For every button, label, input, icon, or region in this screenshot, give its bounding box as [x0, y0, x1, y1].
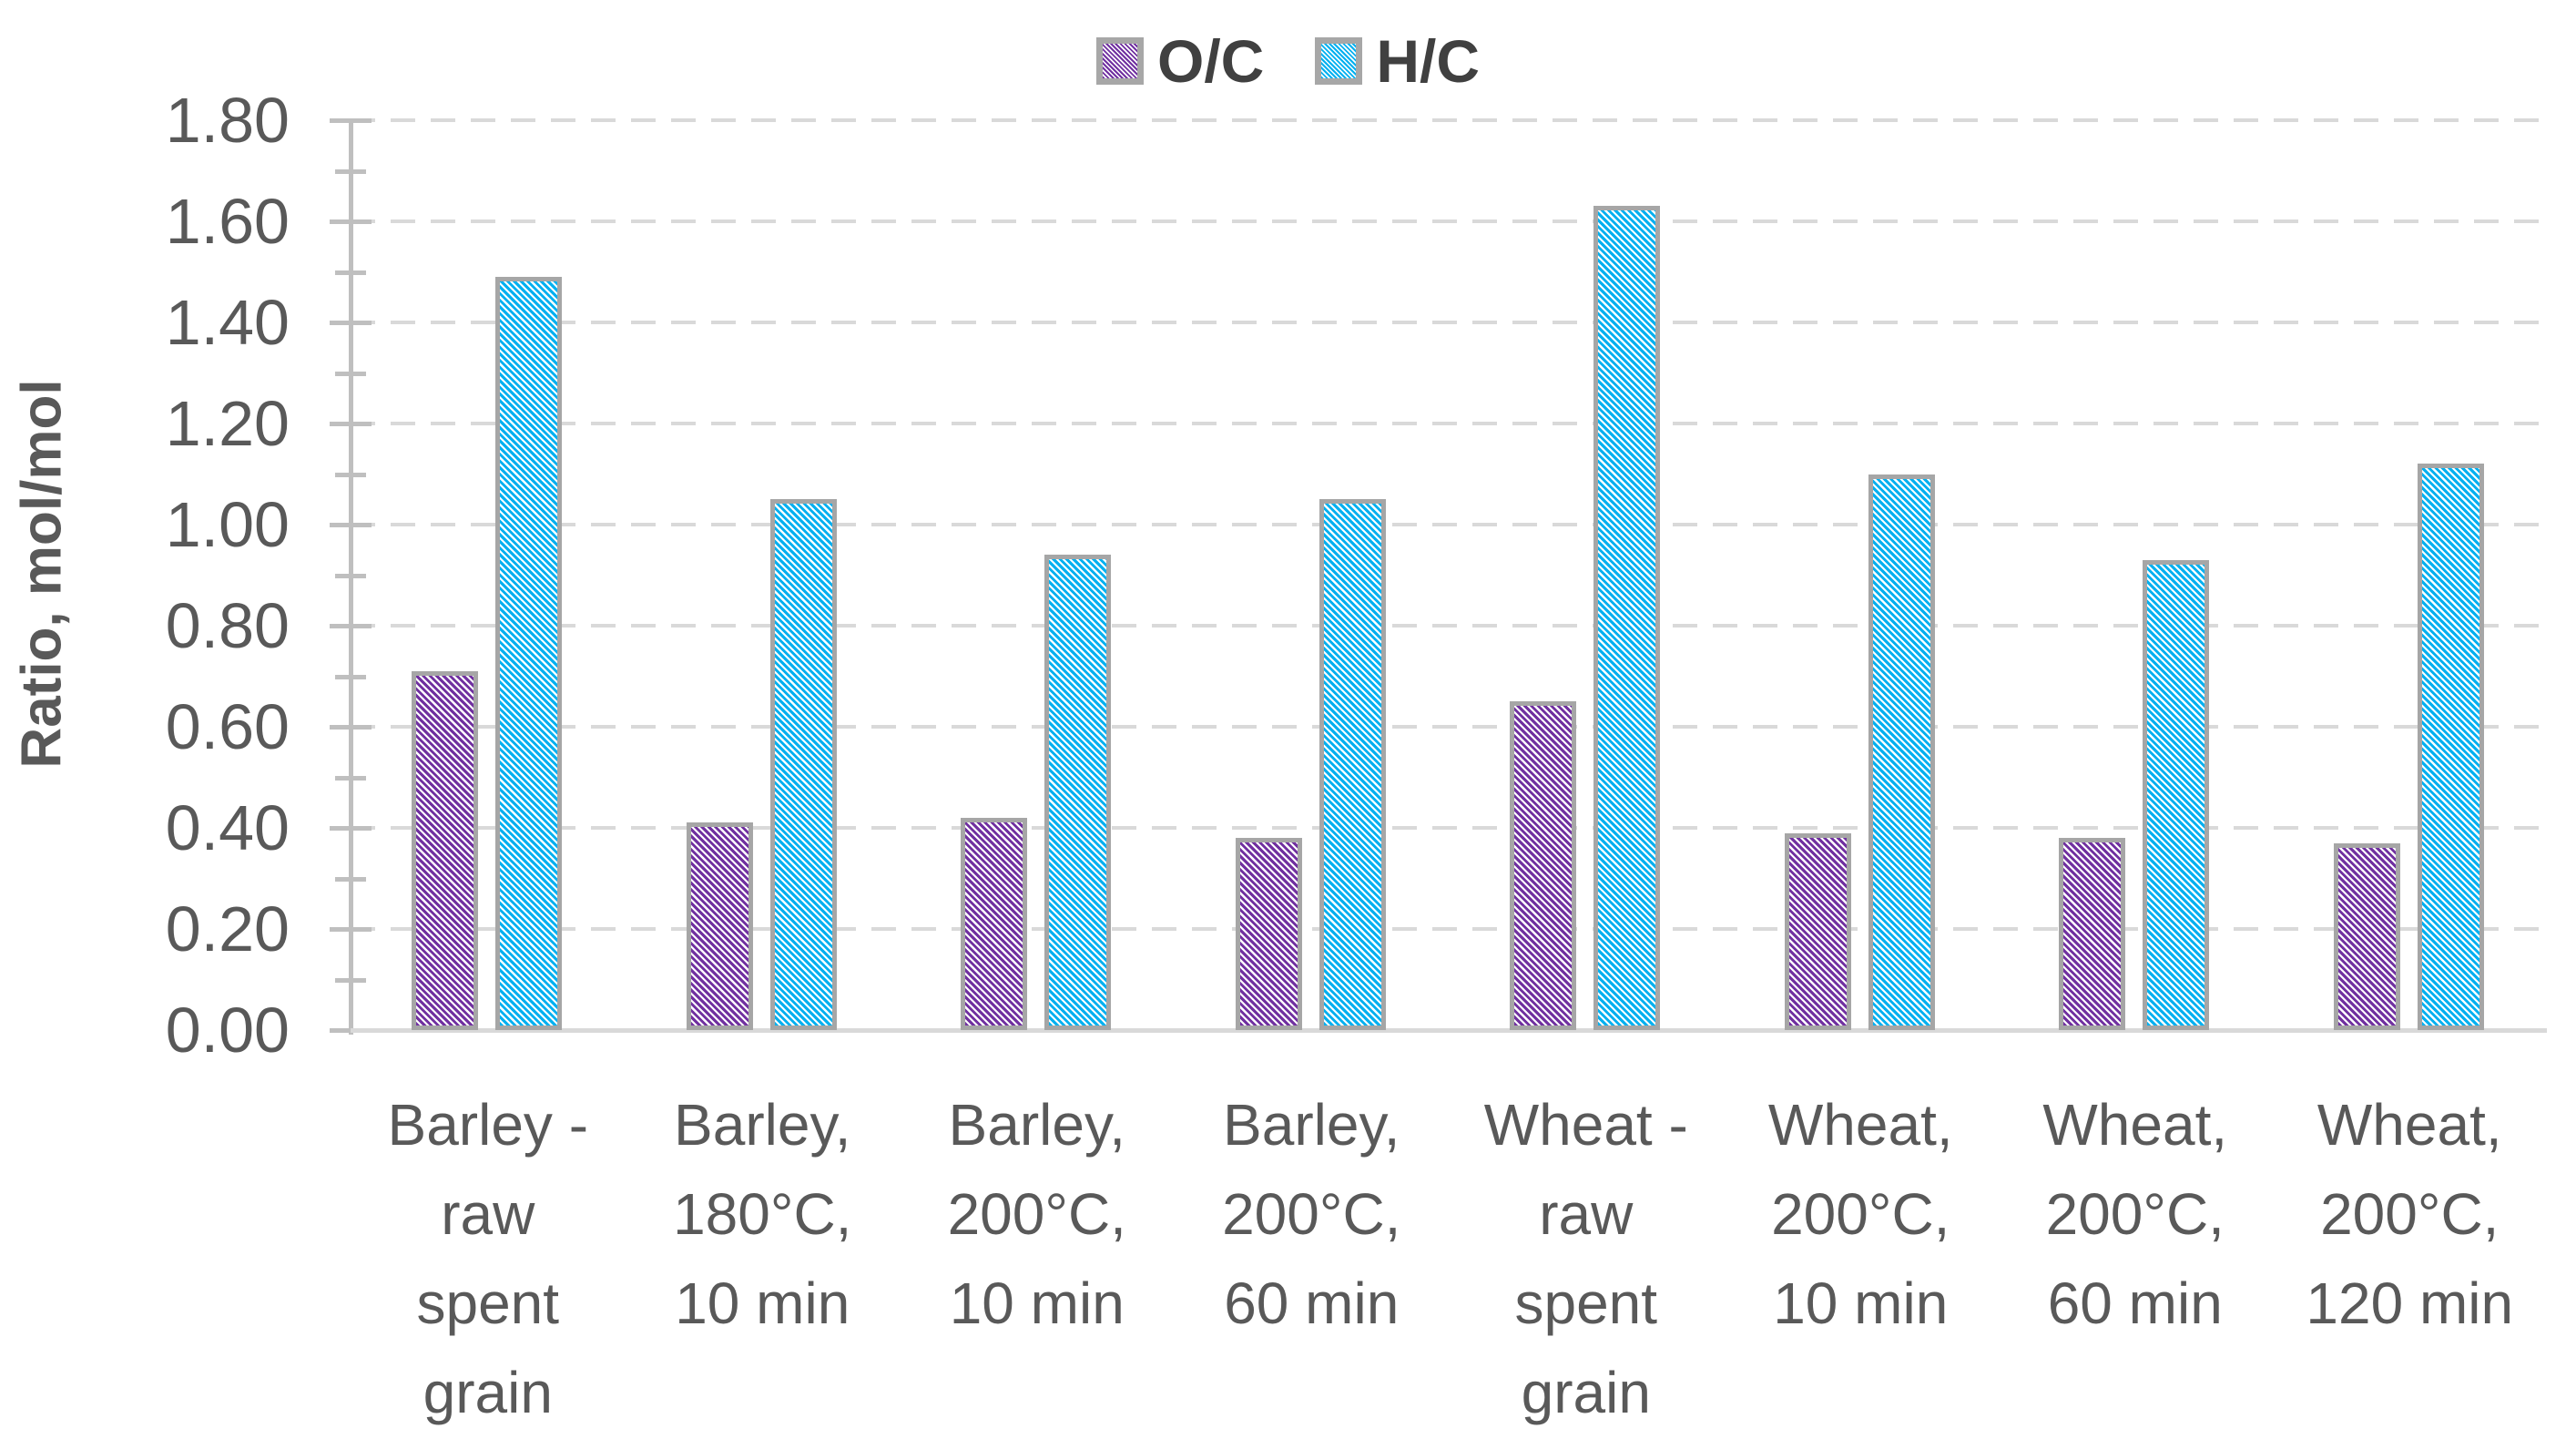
bar-oc-cat1 — [412, 670, 478, 1030]
bar-oc-cat6 — [1784, 832, 1851, 1030]
gridline-1.80 — [351, 118, 2547, 122]
bar-hc-cat4 — [1319, 499, 1386, 1030]
y-major-tick-1.60 — [330, 219, 372, 224]
y-tick-label-1.60: 1.60 — [165, 186, 290, 257]
y-major-tick-0.20 — [330, 927, 372, 932]
bar-hc-cat6 — [1868, 474, 1935, 1030]
legend-label-hc: H/C — [1376, 27, 1480, 95]
y-tick-label-1.80: 1.80 — [165, 85, 290, 156]
bar-oc-cat2 — [686, 822, 753, 1030]
legend-swatch-oc-icon — [1095, 37, 1144, 85]
y-minor-tick-0.70 — [335, 674, 366, 679]
gridline-1.60 — [351, 219, 2547, 223]
y-minor-tick-0.90 — [335, 573, 366, 578]
y-minor-tick-0.10 — [335, 977, 366, 983]
y-major-tick-1.80 — [330, 118, 372, 123]
legend-label-oc: O/C — [1156, 27, 1265, 95]
x-category-label-2: Barley, 180°C, 10 min — [673, 1092, 852, 1336]
bar-hc-cat3 — [1044, 555, 1111, 1030]
y-major-tick-1.40 — [330, 321, 372, 325]
y-minor-tick-0.30 — [335, 876, 366, 882]
gridline-0.80 — [351, 624, 2547, 628]
x-category-label-1: Barley - raw spent grain — [387, 1092, 589, 1425]
bar-oc-cat8 — [2333, 842, 2400, 1030]
gridline-0.40 — [351, 826, 2547, 830]
bar-hc-cat2 — [769, 499, 837, 1030]
gridline-0.20 — [351, 927, 2547, 931]
legend-swatch-hc-icon — [1315, 37, 1363, 85]
y-major-tick-1.20 — [330, 422, 372, 426]
y-tick-label-0.40: 0.40 — [165, 792, 290, 863]
x-axis-line — [351, 1028, 2547, 1033]
y-major-tick-0.60 — [330, 725, 372, 730]
y-major-tick-0.80 — [330, 624, 372, 628]
bar-oc-cat7 — [2059, 838, 2125, 1030]
y-minor-tick-1.30 — [335, 371, 366, 376]
y-major-tick-0.40 — [330, 826, 372, 831]
y-tick-label-0.80: 0.80 — [165, 590, 290, 661]
bar-hc-cat7 — [2143, 559, 2209, 1030]
x-category-label-8: Wheat, 200°C, 120 min — [2306, 1092, 2514, 1336]
x-category-label-7: Wheat, 200°C, 60 min — [2042, 1092, 2228, 1336]
x-category-label-6: Wheat, 200°C, 10 min — [1767, 1092, 1953, 1336]
bar-hc-cat5 — [1593, 206, 1660, 1030]
y-minor-tick-0.50 — [335, 775, 366, 781]
y-tick-label-0.60: 0.60 — [165, 691, 290, 762]
y-tick-label-1.40: 1.40 — [165, 287, 290, 358]
bar-oc-cat5 — [1510, 701, 1576, 1030]
x-category-label-5: Wheat - raw spent grain — [1483, 1092, 1688, 1425]
bar-oc-cat4 — [1235, 838, 1302, 1030]
y-tick-label-0.20: 0.20 — [165, 893, 290, 964]
y-minor-tick-1.50 — [335, 270, 366, 275]
legend-entry-oc: O/C — [1095, 27, 1265, 95]
x-category-label-4: Barley, 200°C, 60 min — [1222, 1092, 1401, 1336]
y-minor-tick-1.10 — [335, 472, 366, 477]
y-major-tick-1.00 — [330, 523, 372, 527]
gridline-1.40 — [351, 321, 2547, 324]
y-minor-tick-1.70 — [335, 168, 366, 174]
gridline-1.20 — [351, 422, 2547, 425]
y-tick-label-1.00: 1.00 — [165, 489, 290, 560]
y-tick-label-0.00: 0.00 — [165, 995, 290, 1066]
y-tick-label-1.20: 1.20 — [165, 388, 290, 459]
gridline-1.00 — [351, 523, 2547, 526]
bar-hc-cat1 — [495, 277, 562, 1030]
bar-hc-cat8 — [2417, 464, 2484, 1030]
legend-entry-hc: H/C — [1315, 31, 1480, 91]
x-category-label-3: Barley, 200°C, 10 min — [947, 1092, 1126, 1336]
legend: O/C H/C — [0, 31, 2576, 91]
gridline-0.60 — [351, 725, 2547, 729]
bar-oc-cat3 — [961, 817, 1027, 1030]
